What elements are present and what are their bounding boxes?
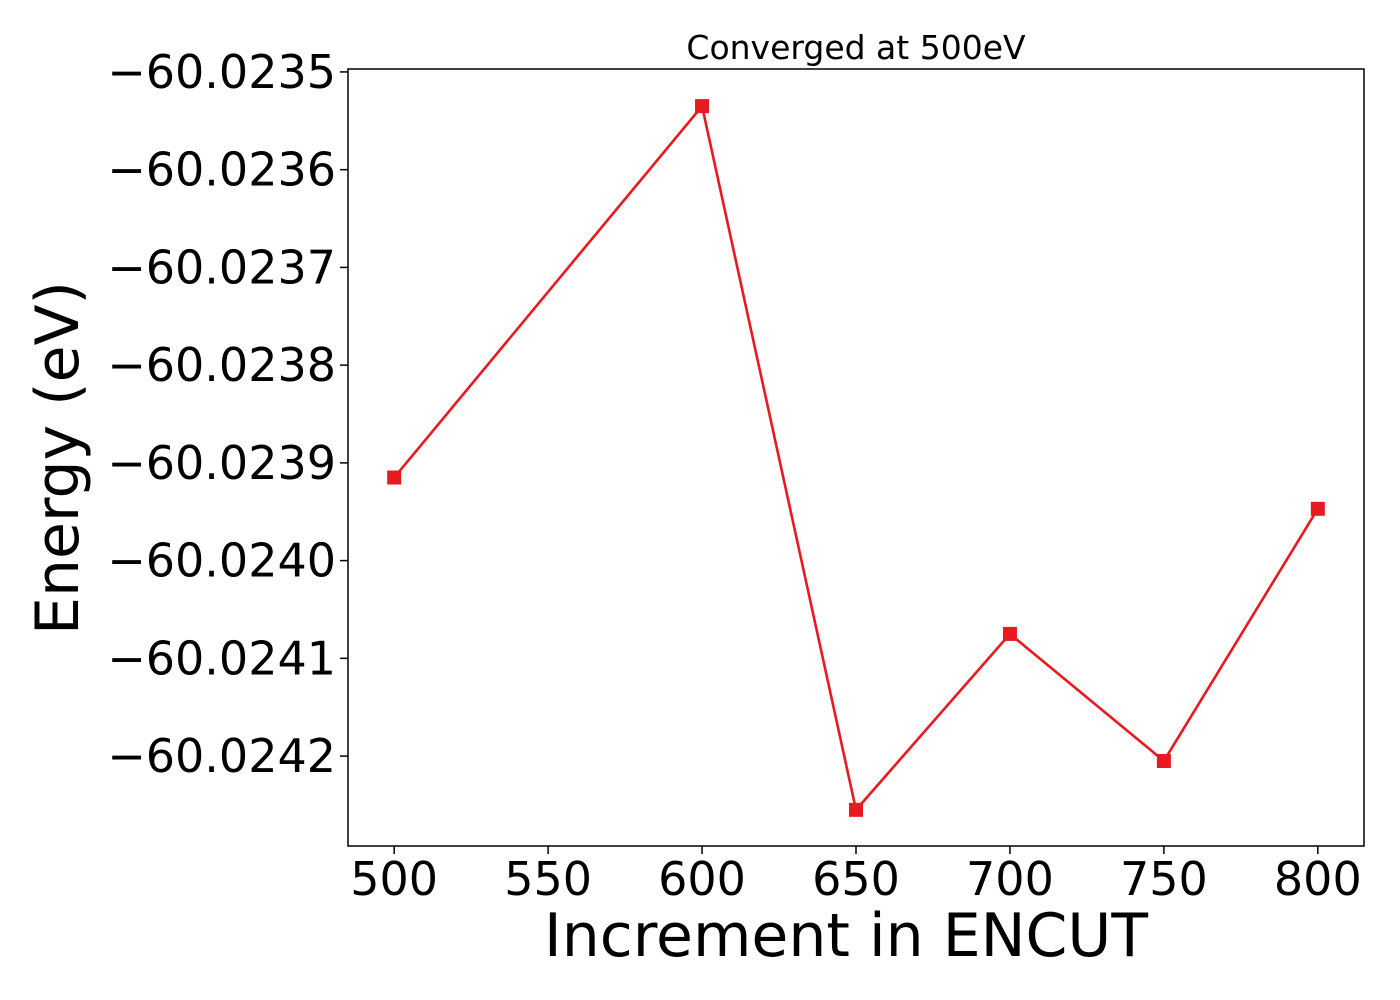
data-point-marker [1156,753,1171,768]
y-tick-label: −60.0242 [107,729,336,783]
x-tick-label: 750 [1120,852,1208,906]
data-point-marker [387,470,402,485]
data-point-marker [695,99,710,114]
x-tick-label: 600 [658,852,746,906]
data-point-marker [1002,626,1017,641]
y-tick-label: −60.0238 [107,338,336,392]
x-tick-label: 800 [1274,852,1362,906]
plot-area: 500 550 600 650 700 750 800 −60.0235 −60.0236 −60… [107,45,1365,906]
data-point-marker [849,802,863,817]
y-tick-label: −60.0241 [107,631,336,685]
y-tick-label: −60.0235 [107,45,336,99]
y-tick-label: −60.0236 [107,143,336,197]
y-tick-label: −60.0237 [107,240,336,294]
x-axis-label: Increment in ENCUT [544,901,1148,971]
x-tick-label: 700 [966,852,1054,906]
y-tick-label: −60.0240 [107,534,336,588]
plot-frame [347,68,1365,847]
y-axis-label: Energy (eV) [23,281,93,635]
x-tick-label: 650 [812,852,900,906]
data-point-marker [1310,501,1325,516]
y-tick-label: −60.0239 [107,436,336,490]
chart-title: Converged at 500eV [686,28,1026,67]
series-line [393,104,1319,812]
x-tick-label: 550 [504,852,592,906]
x-tick-label: 500 [350,852,438,906]
